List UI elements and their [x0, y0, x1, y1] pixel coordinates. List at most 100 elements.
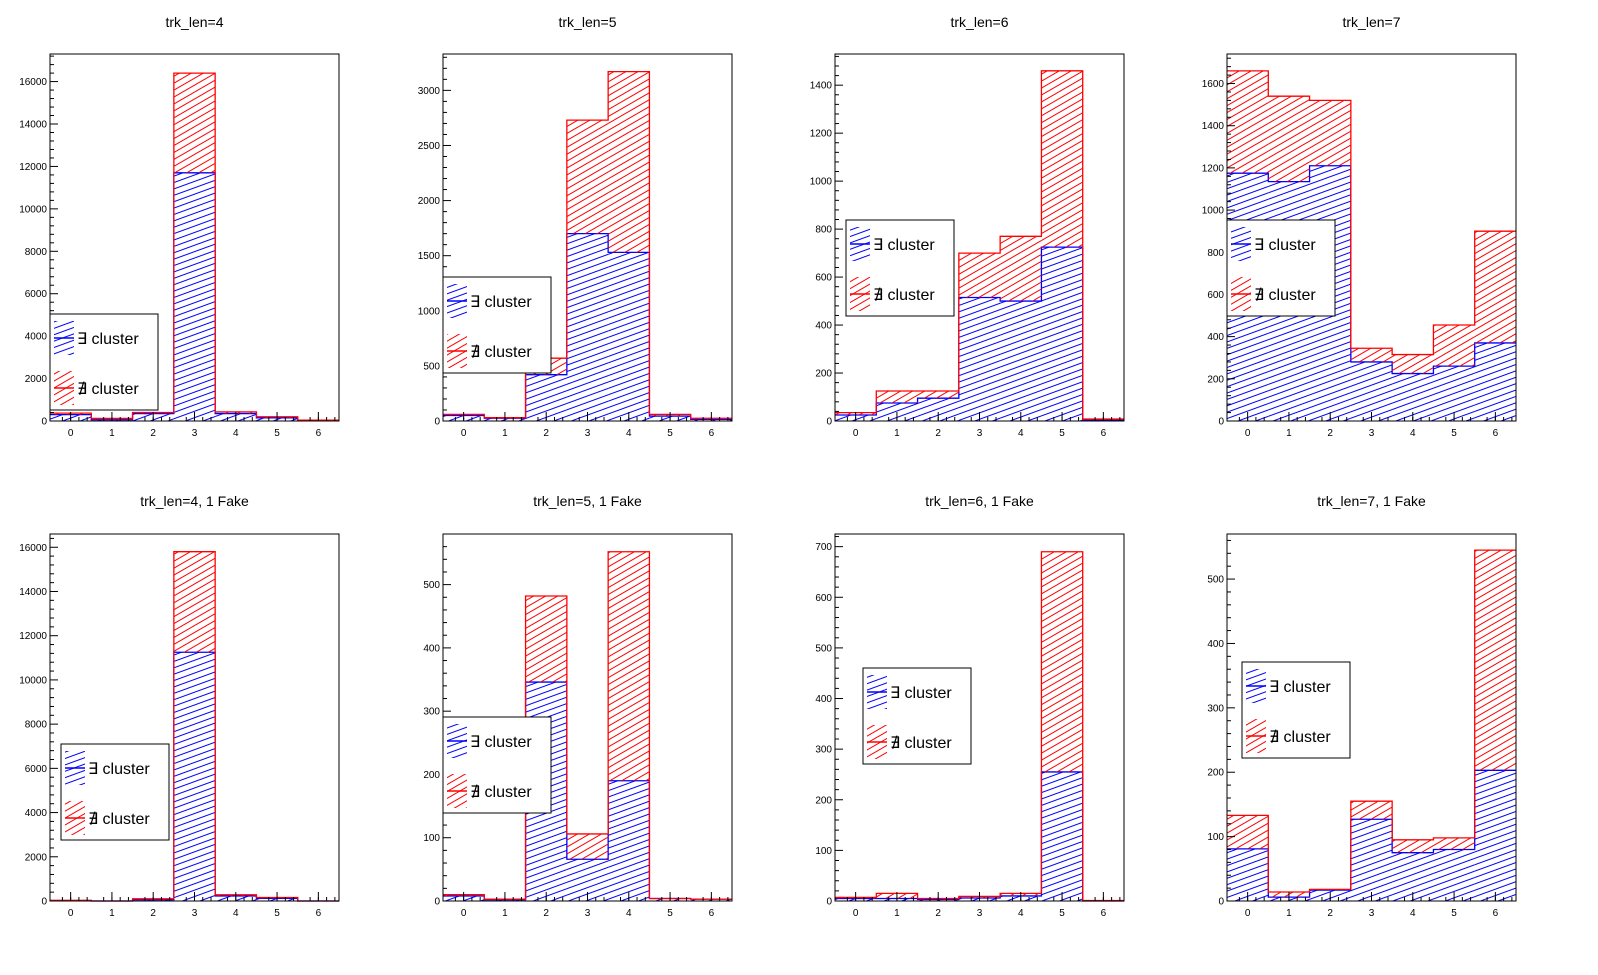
- bar-exists-cluster: [608, 780, 650, 901]
- x-tick-label: 4: [233, 428, 239, 439]
- y-tick-label: 100: [1207, 832, 1224, 843]
- bar-not-exists-cluster: [1268, 96, 1310, 182]
- legend-label: ∄ cluster: [873, 287, 935, 304]
- bar-not-exists-cluster: [1433, 837, 1475, 850]
- x-tick-label: 1: [502, 428, 508, 439]
- line-not-exists-cluster: [50, 72, 339, 421]
- x-tick-label: 4: [1410, 908, 1416, 919]
- x-tick-label: 2: [543, 908, 549, 919]
- line-not-exists-cluster: [443, 551, 732, 900]
- y-tick-label: 0: [826, 417, 832, 428]
- bar-exists-cluster: [958, 297, 1001, 421]
- legend-label: ∃ cluster: [1254, 237, 1316, 254]
- x-tick-label: 1: [502, 908, 508, 919]
- y-tick-label: 400: [1207, 639, 1224, 650]
- histogram-panel: trk_len=4, 1 Fake 0 2000 4000 6000 8000 10000 1…: [19, 493, 340, 919]
- bar-exists-cluster: [1474, 770, 1516, 901]
- x-tick-label: 5: [667, 908, 673, 919]
- y-tick-label: 8000: [25, 720, 48, 731]
- x-tick-label: 0: [68, 908, 74, 919]
- chart-title: trk_len=6: [951, 14, 1009, 30]
- bar-not-exists-cluster: [1350, 801, 1393, 820]
- x-tick-label: 0: [461, 908, 467, 919]
- x-tick-label: 3: [1369, 908, 1375, 919]
- x-tick-label: 6: [1493, 428, 1499, 439]
- x-tick-label: 5: [1059, 428, 1065, 439]
- y-tick-label: 600: [815, 273, 832, 284]
- y-tick-label: 14000: [19, 587, 47, 598]
- bar-not-exists-cluster: [1227, 815, 1269, 849]
- y-tick-label: 100: [423, 833, 440, 844]
- chart-title: trk_len=5, 1 Fake: [533, 493, 642, 509]
- histogram-panel: trk_len=6, 1 Fake 0 100 200 300 400 500 600 700 0…: [815, 493, 1125, 919]
- bar-not-exists-cluster: [173, 551, 216, 653]
- y-tick-label: 0: [434, 417, 440, 428]
- bar-not-exists-cluster: [608, 551, 650, 781]
- legend-label: ∃ cluster: [1269, 679, 1331, 696]
- bar-exists-cluster: [608, 252, 650, 421]
- x-tick-label: 3: [192, 908, 198, 919]
- bar-not-exists-cluster: [1474, 231, 1516, 343]
- bar-exists-cluster: [1474, 342, 1516, 421]
- bar-not-exists-cluster: [608, 71, 650, 253]
- bar-exists-cluster: [566, 233, 609, 421]
- y-tick-label: 1200: [810, 129, 833, 140]
- histogram-panel: trk_len=5 0 500 1000 1500 2000 2500 3000 0 1 2 3 4 5 6…: [418, 14, 733, 439]
- legend-label: ∃ cluster: [890, 685, 952, 702]
- y-tick-label: 8000: [25, 247, 48, 258]
- x-tick-label: 0: [461, 428, 467, 439]
- legend: ∃ cluster ∄ cluster: [49, 313, 159, 411]
- x-tick-label: 5: [274, 908, 280, 919]
- x-tick-label: 4: [233, 908, 239, 919]
- chart-title: trk_len=7: [1343, 14, 1401, 30]
- line-not-exists-cluster: [443, 70, 732, 419]
- chart-title: trk_len=7, 1 Fake: [1317, 493, 1426, 509]
- y-tick-label: 600: [1207, 290, 1224, 301]
- y-tick-label: 800: [815, 225, 832, 236]
- bar-exists-cluster: [1041, 247, 1083, 421]
- bar-not-exists-cluster: [1309, 100, 1351, 166]
- bar-exists-cluster: [917, 398, 959, 421]
- x-tick-label: 2: [150, 428, 156, 439]
- y-tick-label: 0: [434, 897, 440, 908]
- x-tick-label: 3: [585, 908, 591, 919]
- y-tick-label: 6000: [25, 764, 48, 775]
- y-tick-label: 6000: [25, 289, 48, 300]
- y-tick-label: 16000: [19, 77, 47, 88]
- bar-not-exists-cluster: [525, 596, 567, 683]
- histogram-panel: trk_len=5, 1 Fake 0 100 200 300 400 500 0 1 2 3 4 5 6…: [423, 493, 733, 919]
- legend-label: ∃ cluster: [77, 331, 139, 348]
- y-tick-label: 600: [815, 593, 832, 604]
- x-tick-label: 0: [853, 428, 859, 439]
- y-tick-label: 10000: [19, 204, 47, 215]
- bar-exists-cluster: [173, 172, 216, 421]
- bar-not-exists-cluster: [1041, 551, 1083, 772]
- histogram-panel: trk_len=4 0 2000 4000 6000 8000 10000 12000 1400…: [19, 14, 340, 439]
- y-tick-label: 200: [1207, 374, 1224, 385]
- legend: ∃ cluster ∄ cluster: [845, 219, 955, 317]
- legend-label: ∄ cluster: [1269, 729, 1331, 746]
- bar-not-exists-cluster: [566, 833, 609, 860]
- bar-not-exists-cluster: [917, 391, 959, 399]
- y-tick-label: 0: [41, 897, 47, 908]
- histogram-panel: trk_len=7, 1 Fake 0 100 200 300 400 500 0 1 2 3 4 5 6…: [1207, 493, 1517, 919]
- chart-title: trk_len=5: [559, 14, 617, 30]
- y-tick-label: 800: [1207, 248, 1224, 259]
- legend-label: ∃ cluster: [873, 237, 935, 254]
- y-tick-label: 1500: [418, 251, 441, 262]
- x-tick-label: 4: [626, 428, 632, 439]
- y-tick-label: 12000: [19, 162, 47, 173]
- bar-exists-cluster: [1350, 361, 1393, 421]
- chart-title: trk_len=4, 1 Fake: [140, 493, 249, 509]
- x-tick-label: 4: [626, 908, 632, 919]
- line-not-exists-cluster: [1227, 70, 1516, 356]
- y-tick-label: 3000: [418, 86, 441, 97]
- y-tick-label: 400: [1207, 332, 1224, 343]
- line-not-exists-cluster: [1227, 549, 1516, 893]
- x-tick-label: 3: [1369, 428, 1375, 439]
- x-tick-label: 3: [977, 908, 983, 919]
- bar-not-exists-cluster: [1227, 70, 1269, 174]
- legend-label: ∄ cluster: [77, 381, 139, 398]
- legend-label: ∃ cluster: [470, 294, 532, 311]
